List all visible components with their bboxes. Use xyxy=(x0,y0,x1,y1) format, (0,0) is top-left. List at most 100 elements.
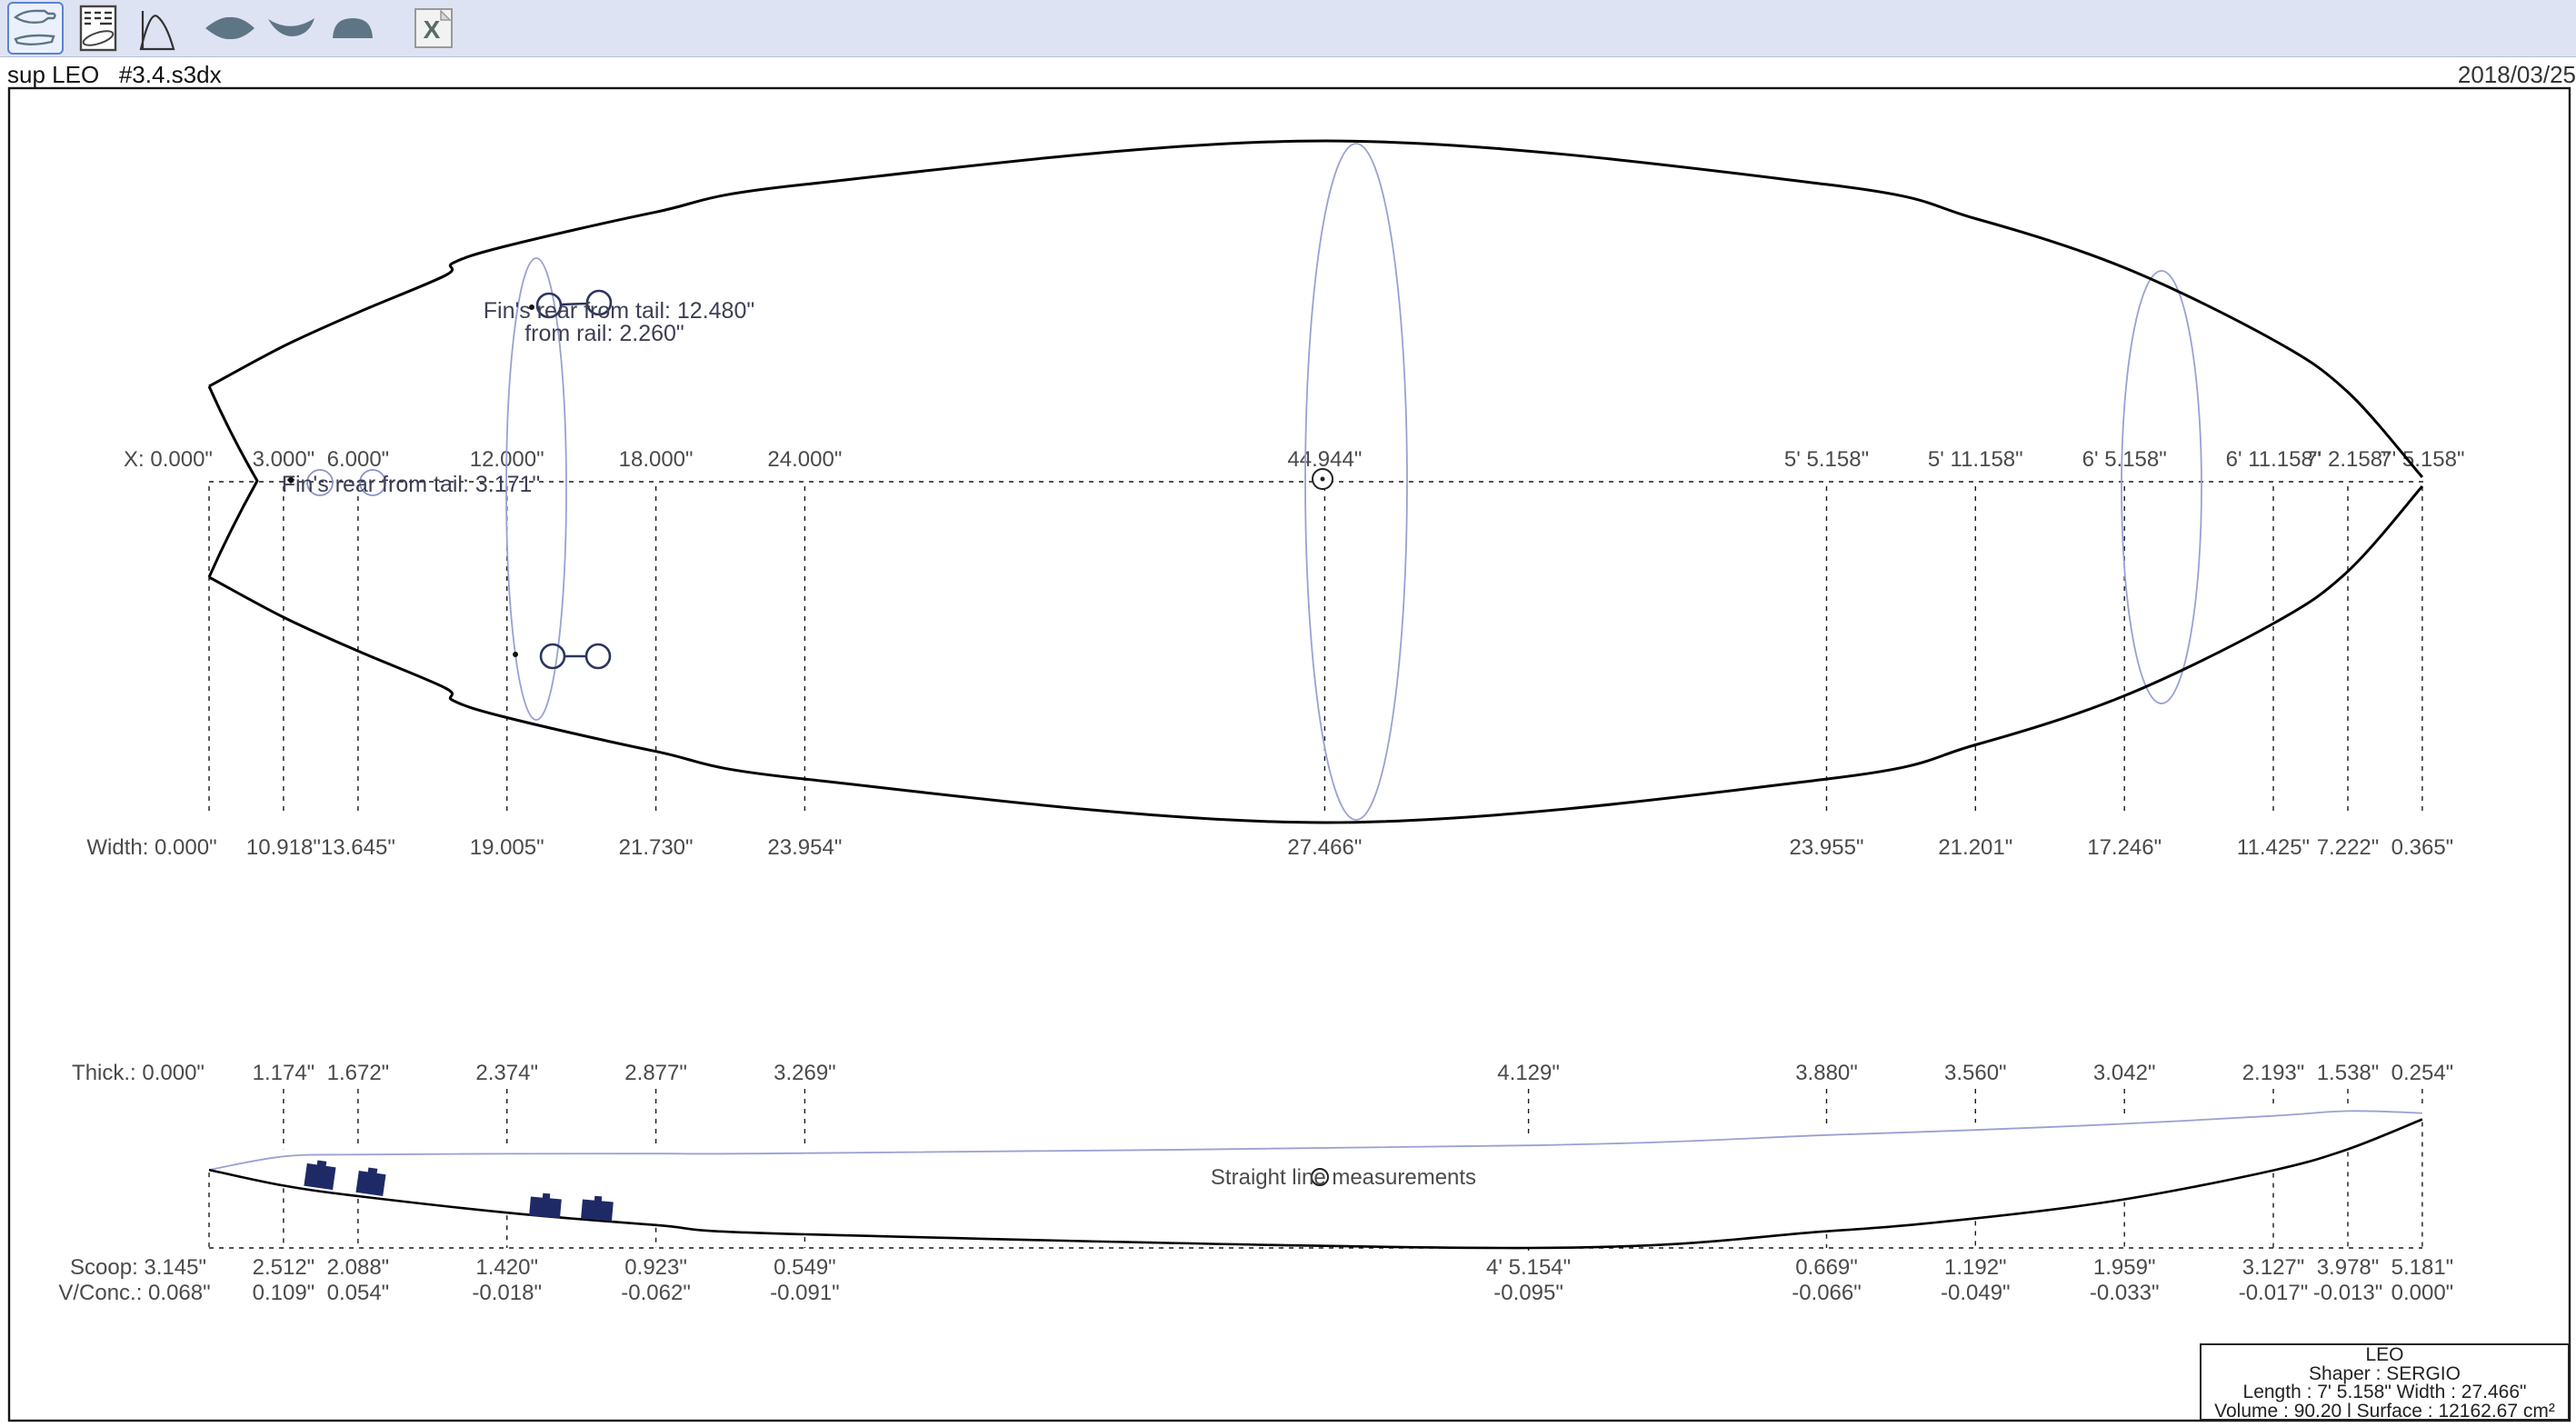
x-measure-row: X: 0.000" 3.000" 6.000" 12.000" 18.000" 24.00… xyxy=(124,447,2464,472)
measurement-label: 21.730" xyxy=(619,835,694,860)
measurement-label: 13.645" xyxy=(321,835,395,860)
measurement-label: 5' 11.158" xyxy=(1928,447,2023,472)
side-fin-plugs-bottom[interactable] xyxy=(513,643,612,670)
measurement-label: -0.013" xyxy=(2313,1281,2383,1305)
board-outline-top xyxy=(208,139,2424,478)
profile-fin-boxes[interactable] xyxy=(304,1159,614,1222)
spec-sheet-icon[interactable] xyxy=(76,4,120,53)
measurement-label: 6.000" xyxy=(327,447,390,472)
measurement-label: 2.374" xyxy=(475,1061,538,1085)
measurement-label: 19.005" xyxy=(470,835,544,860)
measurement-label: 3.880" xyxy=(1795,1061,1858,1085)
measurement-label: -0.095" xyxy=(1493,1281,1563,1305)
measurement-label: 4.129" xyxy=(1497,1061,1560,1085)
measurement-label: 18.000" xyxy=(619,447,694,472)
measurement-label: 0.054" xyxy=(327,1281,390,1305)
board-dimensions: Length : 7' 5.158" Width : 27.466" xyxy=(2242,1382,2527,1402)
nose-section-guide xyxy=(2121,270,2202,704)
measurement-label: 0.000" xyxy=(2391,1281,2454,1305)
board-volume-surface: Volume : 90.20 l Surface : 12162.67 cm² xyxy=(2214,1400,2555,1422)
measurement-label: 44.944" xyxy=(1287,447,1362,472)
measurement-label: 10.918" xyxy=(246,835,321,860)
measurement-label: -0.018" xyxy=(472,1281,542,1305)
fin-center-annotation: Fin's rear from tail: 3.171" xyxy=(282,472,541,497)
measurement-label: -0.033" xyxy=(2090,1281,2160,1305)
tail-section-guide xyxy=(505,257,567,721)
measurement-label: -0.066" xyxy=(1792,1281,1862,1305)
rocker-view-icon[interactable] xyxy=(267,4,316,53)
outline-views-glyph xyxy=(13,9,56,45)
width-measure-row: Width: 0.000" 10.918" 13.645" 19.005" 21.730… xyxy=(86,835,2453,860)
fin-ref-dot xyxy=(513,652,518,657)
foil-curve-icon[interactable] xyxy=(138,4,178,53)
measurement-label: 7.222" xyxy=(2317,835,2380,860)
measurement-label: 2.512" xyxy=(253,1255,315,1280)
plan-view-icon[interactable] xyxy=(204,4,256,53)
measurement-label: 0.109" xyxy=(253,1281,315,1305)
board-shaper: Shaper : SERGIO xyxy=(2309,1362,2461,1384)
measurement-label: 27.466" xyxy=(1287,835,1362,860)
measurement-label: 1.959" xyxy=(2093,1255,2156,1280)
measurement-label: 0.923" xyxy=(624,1255,687,1280)
fin-ref-diamond xyxy=(286,475,295,484)
measurement-label: 7' 2.158" xyxy=(2305,447,2390,472)
section-view-glyph xyxy=(333,18,373,38)
rocker-view-glyph xyxy=(268,18,315,36)
measurement-label: 23.954" xyxy=(767,835,842,860)
toolbar: X xyxy=(0,0,2576,57)
measurement-label: 7' 5.158" xyxy=(2380,447,2464,472)
spec-sheet-glyph xyxy=(79,5,117,52)
outline-views-icon[interactable] xyxy=(7,2,64,55)
plan-center-marker xyxy=(1312,468,1333,490)
foil-curve-glyph xyxy=(139,11,175,51)
excel-export-icon[interactable]: X xyxy=(413,4,454,53)
side-fin-plugs-top[interactable] xyxy=(529,289,613,319)
measurement-label: 3.127" xyxy=(2242,1255,2305,1280)
measurement-label: 2.088" xyxy=(327,1255,390,1280)
straight-line-annotation: Straight line measurements xyxy=(1211,1165,1476,1190)
center-section-guide xyxy=(1304,143,1408,821)
measurement-label: 3.269" xyxy=(774,1061,836,1085)
scoop-measure-row: Scoop: 3.145" 2.512" 2.088" 1.420" 0.923" 0.5… xyxy=(70,1255,2453,1280)
excel-export-glyph: X xyxy=(414,8,453,48)
measurement-label: 0.549" xyxy=(774,1255,836,1280)
measurement-label: 3.560" xyxy=(1944,1061,2007,1085)
profile-station-lines xyxy=(208,1089,2423,1251)
measurement-label: 3.042" xyxy=(2093,1061,2156,1085)
measurement-label: 1.420" xyxy=(475,1255,538,1280)
measurement-label: 24.000" xyxy=(767,447,842,472)
measurement-label: 3.978" xyxy=(2317,1255,2380,1280)
document-date: 2018/03/25 xyxy=(2457,61,2576,88)
measurement-label: 17.246" xyxy=(2087,835,2162,860)
measurement-label: 1.192" xyxy=(1944,1255,2007,1280)
center-fin-plugs[interactable] xyxy=(286,469,386,496)
measurement-label: 6' 11.158" xyxy=(2226,447,2321,472)
board-model: LEO xyxy=(2365,1344,2404,1365)
measurement-label: 1.538" xyxy=(2317,1061,2380,1085)
thickness-measure-row: Thick.: 0.000" 1.174" 1.672" 2.374" 2.877" 3.… xyxy=(72,1061,2453,1085)
measurement-label: 0.669" xyxy=(1795,1255,1858,1280)
measurement-label: 21.201" xyxy=(1938,835,2012,860)
measurement-label: 5' 5.158" xyxy=(1784,447,1869,472)
measurement-label: -0.017" xyxy=(2239,1281,2309,1305)
profile-center-marker xyxy=(1311,1168,1329,1186)
measurement-label: 0.365" xyxy=(2391,835,2454,860)
measurement-label: 1.672" xyxy=(327,1061,390,1085)
measurement-label: Width: 0.000" xyxy=(86,835,216,860)
measurement-label: Scoop: 3.145" xyxy=(70,1255,206,1280)
section-view-icon[interactable] xyxy=(329,4,376,53)
measurement-label: 4' 5.154" xyxy=(1486,1255,1571,1280)
deck-curve xyxy=(208,1110,2422,1171)
measurement-label: 5.181" xyxy=(2391,1255,2454,1280)
document-title: sup LEO #3.4.s3dx xyxy=(7,61,222,88)
measurement-label: 0.254" xyxy=(2391,1061,2454,1085)
measurement-label: X: 0.000" xyxy=(124,447,213,472)
fin-side-annotation-2: from rail: 2.260" xyxy=(524,321,684,346)
board-outline-bottom xyxy=(208,485,2424,824)
measurement-label: 1.174" xyxy=(253,1061,315,1085)
measurement-label: 2.877" xyxy=(624,1061,687,1085)
measurement-label: -0.062" xyxy=(621,1281,691,1305)
fin-ref-dot xyxy=(529,304,534,310)
